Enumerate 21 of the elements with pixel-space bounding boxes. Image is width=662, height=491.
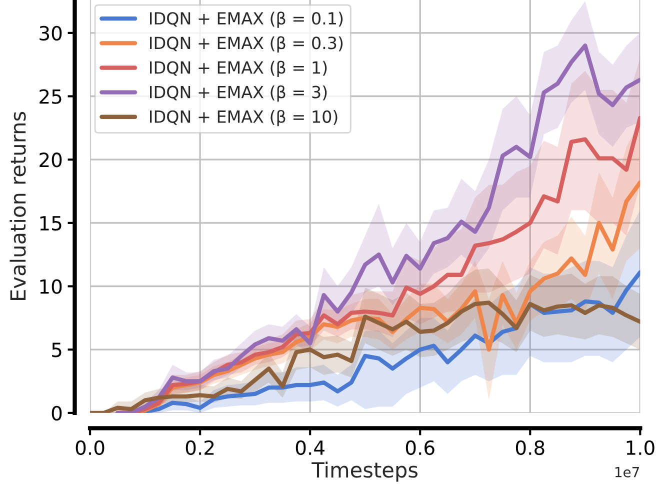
y-tick-label: 10: [40, 279, 62, 294]
x-tick-label: 0.8: [516, 440, 544, 456]
text: 1e7: [615, 467, 639, 478]
x-tick-label: 0.4: [296, 440, 324, 456]
y-axis-title: Evaluation returns: [10, 112, 26, 300]
legend-label: IDQN + EMAX (β = 1): [150, 60, 327, 78]
x-tick-label: 0.6: [406, 440, 434, 456]
y-tick-label: 20: [40, 152, 62, 168]
x-tick-label: 0.2: [186, 440, 214, 456]
y-tick-label: 25: [40, 89, 62, 104]
x-tick-label: 1.0: [626, 440, 654, 456]
y-tick-label: 0: [52, 406, 62, 421]
legend-label: IDQN + EMAX (β = 3): [150, 85, 327, 102]
x-tick-label: 0.0: [76, 440, 104, 456]
y-tick-label: 30: [40, 26, 62, 41]
legend-label: IDQN + EMAX (β = 0.1): [150, 12, 343, 28]
legend-label: IDQN + EMAX (β = 10): [150, 110, 338, 126]
x-axis-title: Timesteps: [312, 462, 418, 482]
y-tick-label: 5: [52, 342, 62, 358]
y-tick-label: 15: [40, 216, 62, 231]
legend-label: IDQN + EMAX (β = 0.3): [150, 36, 343, 52]
